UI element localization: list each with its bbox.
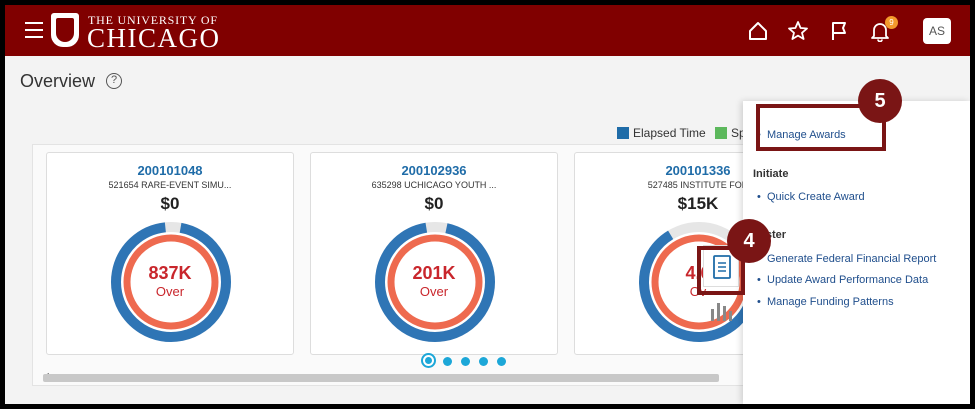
award-amount: $0	[424, 194, 444, 213]
top-navigation-bar: THE UNIVERSITY OF CHICAGO 9 AS	[5, 5, 970, 56]
update-award-performance-data-link[interactable]: Update Award Performance Data	[767, 274, 929, 286]
notification-count-badge: 9	[885, 16, 898, 29]
manage-funding-patterns-link[interactable]: Manage Funding Patterns	[767, 296, 894, 308]
award-card[interactable]: 200102936 635298 UCHICAGO YOUTH ... $0 2…	[310, 152, 558, 355]
bar-chart-icon[interactable]	[708, 297, 734, 323]
menu-icon[interactable]	[25, 22, 43, 38]
award-card[interactable]: 200101336 527485 INSTITUTE FOR $15K 4.6 …	[574, 152, 747, 355]
university-line: THE UNIVERSITY OF	[88, 13, 218, 27]
ring-center-value: 837K	[148, 263, 192, 283]
award-cards-carousel: 200101048 521654 RARE-EVENT SIMU... $0 8…	[32, 144, 747, 386]
university-name: CHICAGO	[87, 23, 221, 53]
legend-swatch-elapsed	[617, 127, 629, 139]
help-icon[interactable]: ?	[106, 73, 122, 89]
flag-icon[interactable]	[828, 20, 850, 42]
legend-swatch-spent	[715, 127, 728, 139]
horizontal-scrollbar[interactable]	[43, 374, 719, 382]
ring-center-value: 201K	[412, 263, 456, 283]
manage-awards-highlight	[756, 104, 886, 151]
ring-center-label: Over	[419, 284, 449, 299]
star-icon[interactable]	[787, 20, 809, 42]
actions-button-highlight	[697, 246, 745, 295]
award-subtitle: 527485 INSTITUTE FOR	[647, 180, 747, 190]
bell-icon[interactable]	[869, 20, 891, 42]
award-card[interactable]: 200101048 521654 RARE-EVENT SIMU... $0 8…	[46, 152, 294, 355]
page-dot-active[interactable]	[421, 353, 436, 368]
page-dot[interactable]	[461, 357, 470, 366]
generate-federal-financial-report-link[interactable]: Generate Federal Financial Report	[767, 253, 937, 265]
award-subtitle: 635298 UCHICAGO YOUTH ...	[371, 180, 497, 190]
elapsed-time-ring-chart	[375, 222, 495, 342]
award-number-link[interactable]: 200101048	[137, 163, 203, 178]
bullet-icon: •	[757, 274, 761, 286]
award-amount: $0	[160, 194, 180, 213]
legend-label-elapsed: Elapsed Time	[633, 126, 706, 140]
award-number-link[interactable]: 200101336	[665, 163, 731, 178]
award-amount: $15K	[677, 194, 719, 213]
bullet-icon: •	[757, 296, 761, 308]
tasks-panel: • Manage Awards Initiate • Quick Create …	[743, 101, 970, 404]
page-dot[interactable]	[443, 357, 452, 366]
chart-legend: Elapsed Time Sp	[617, 126, 746, 140]
manage-awards-link[interactable]: Manage Awards	[767, 129, 846, 141]
home-icon[interactable]	[747, 20, 769, 42]
section-title-initiate: Initiate	[753, 168, 789, 180]
app-window: THE UNIVERSITY OF CHICAGO 9 AS Overview …	[5, 5, 970, 404]
page-title: Overview	[20, 71, 96, 91]
document-icon[interactable]	[712, 255, 732, 279]
award-number-link[interactable]: 200102936	[401, 163, 467, 178]
elapsed-time-ring-chart	[111, 222, 231, 343]
legend-label-spent: Sp	[731, 126, 746, 140]
page-dot[interactable]	[479, 357, 488, 366]
quick-create-award-link[interactable]: Quick Create Award	[767, 191, 865, 203]
step-4-callout: 4	[727, 219, 771, 263]
bullet-icon: •	[757, 191, 761, 203]
step-5-callout: 5	[858, 79, 902, 123]
ring-center-label: Over	[155, 284, 185, 299]
page-dot[interactable]	[497, 357, 506, 366]
university-crest-logo	[51, 13, 79, 47]
award-subtitle: 521654 RARE-EVENT SIMU...	[108, 180, 232, 190]
user-avatar[interactable]: AS	[923, 18, 951, 44]
